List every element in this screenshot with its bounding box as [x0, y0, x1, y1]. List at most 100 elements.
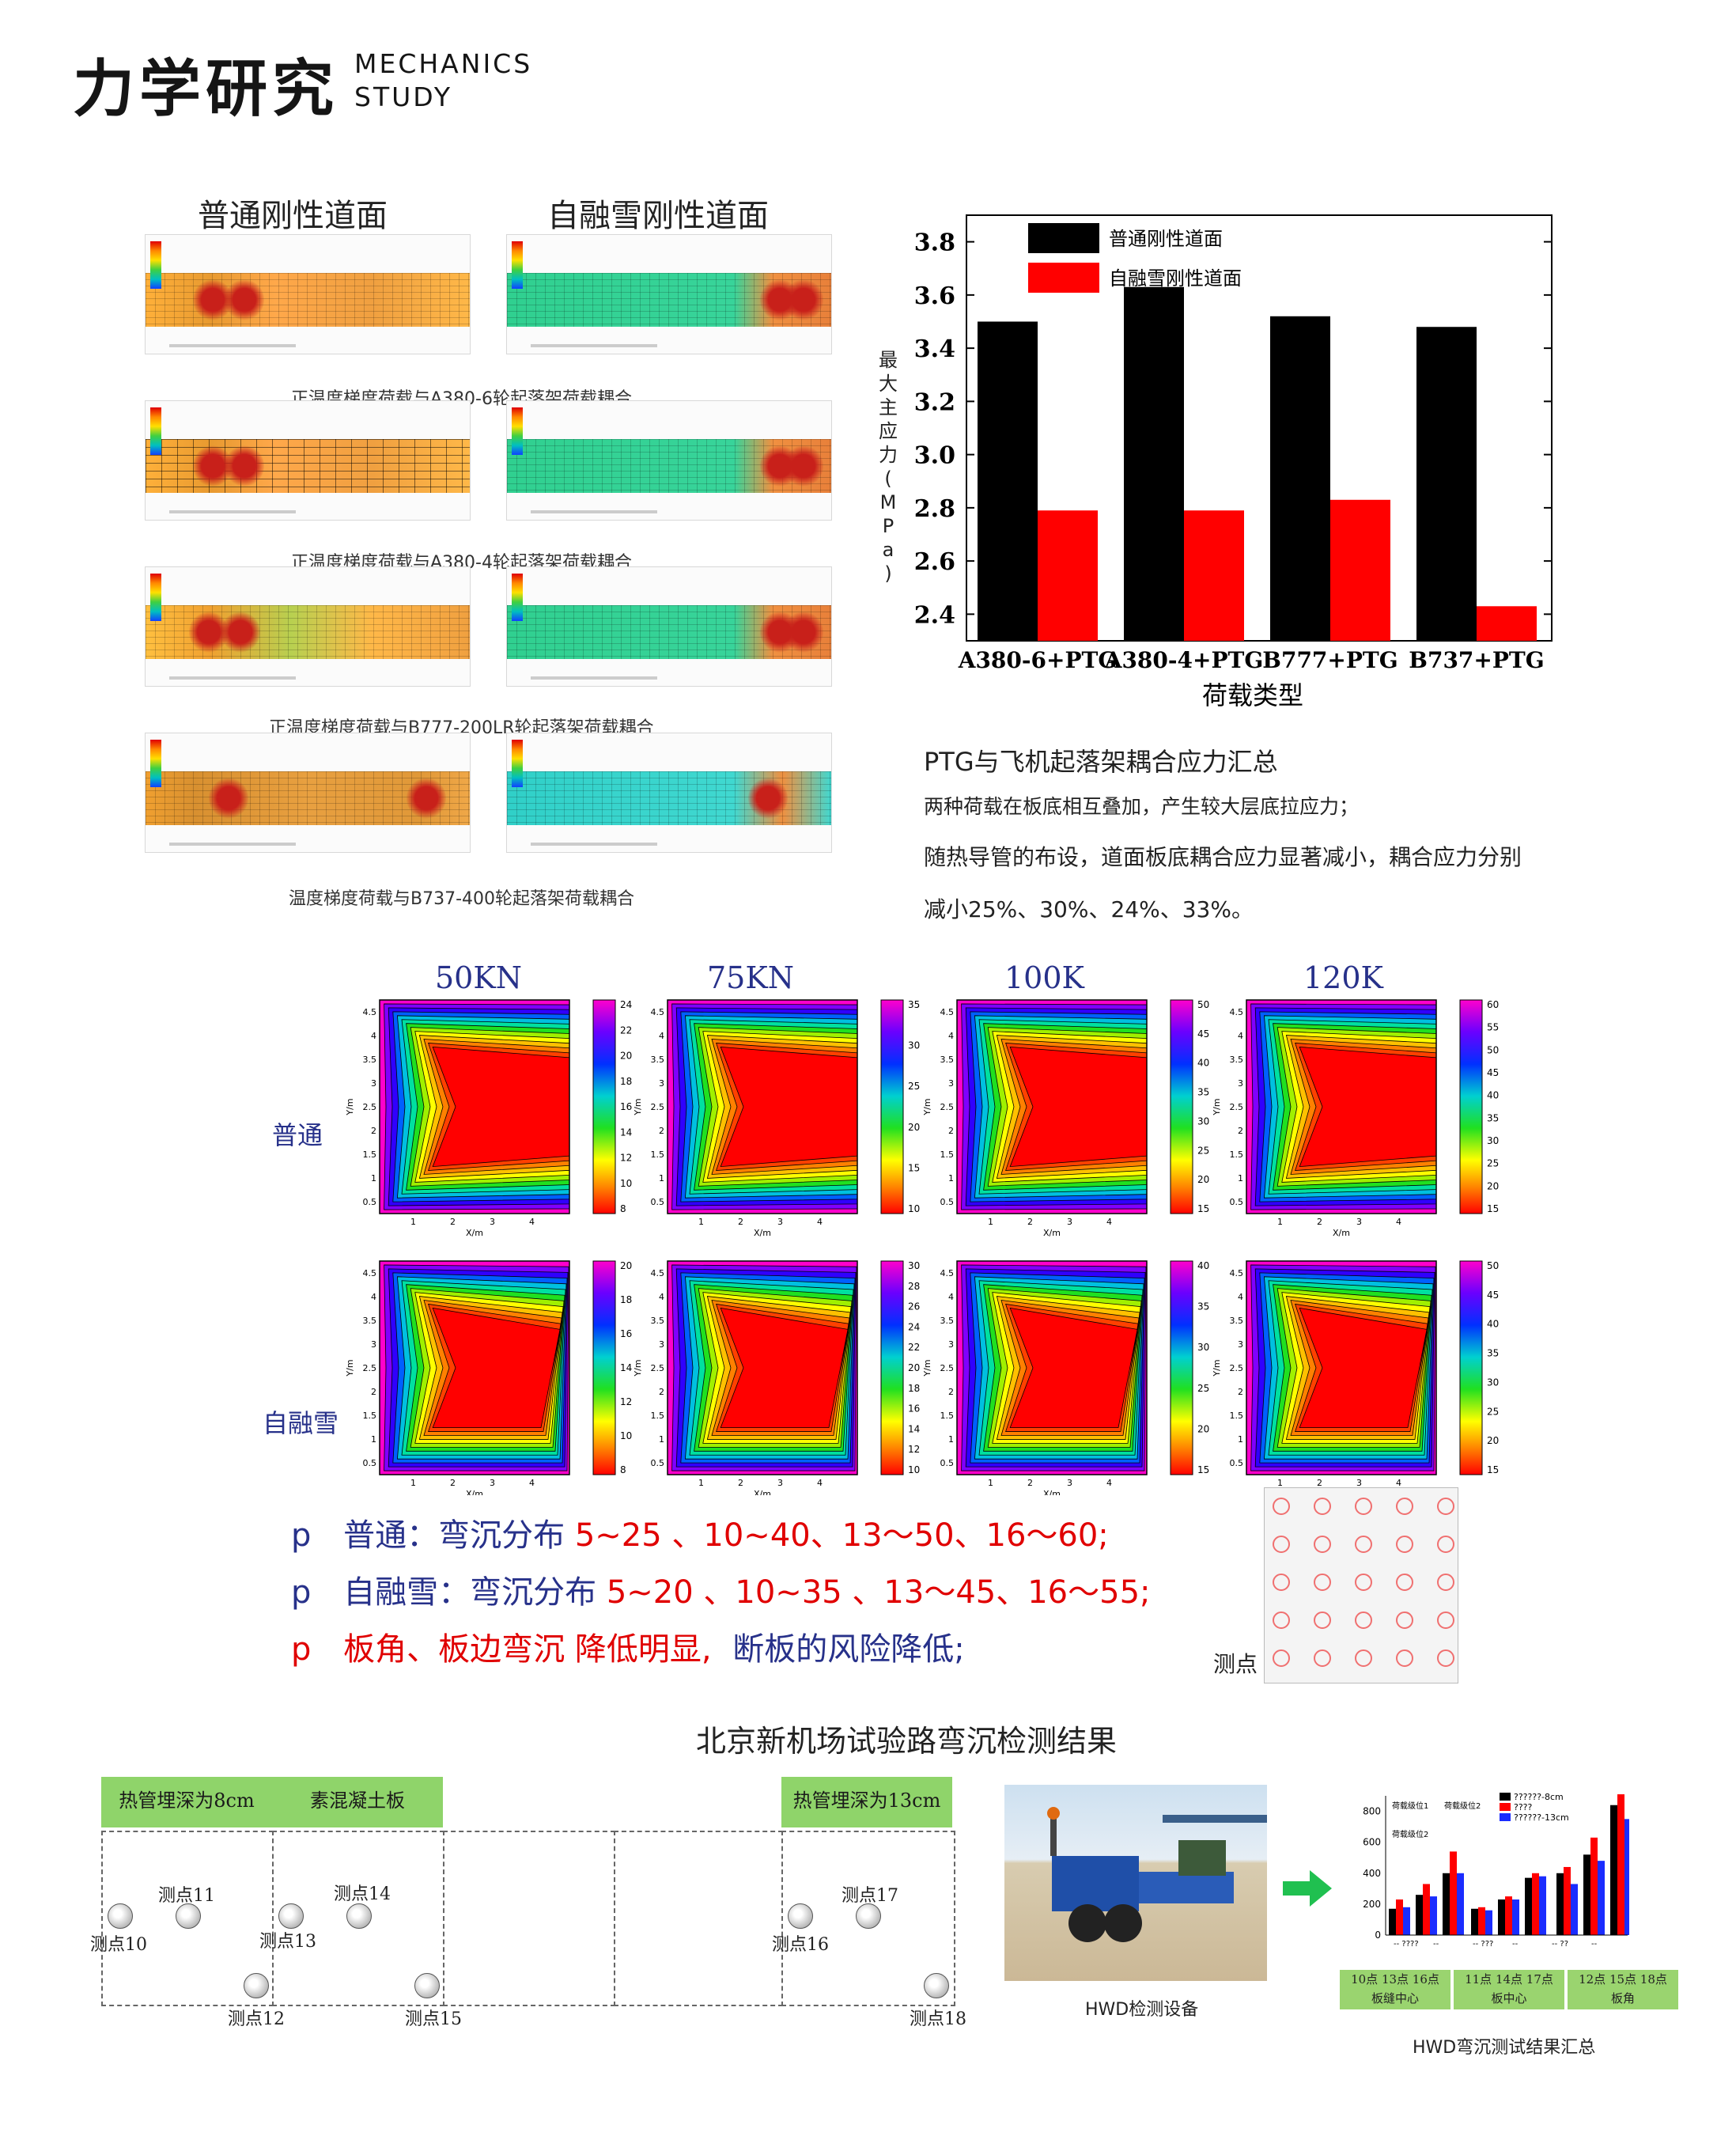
legend-label-normal: 普通刚性道面 — [1109, 228, 1223, 250]
colorbar-tick-label: 15 — [1487, 1203, 1499, 1214]
hwd-annotation-2: 荷载级位2 — [1392, 1829, 1428, 1839]
sim-col-right-title: 自融雪刚性道面 — [547, 198, 769, 234]
colorbar-tick-label: 25 — [1487, 1406, 1499, 1417]
bullet-2-label: 自融雪：弯沉分布 — [343, 1574, 597, 1611]
stress-ytick-label: 2.8 — [914, 495, 955, 523]
hwd-ytick-label: 200 — [1363, 1899, 1381, 1910]
colorbar-tick-label: 25 — [1487, 1158, 1499, 1169]
test-point-circle — [1355, 1612, 1372, 1629]
sim-caption-4: 温度梯度荷载与B737-400轮起落架荷载耦合 — [289, 889, 635, 909]
bullet-1-value: 5~25 、10~40、13～50、16～60; — [574, 1517, 1109, 1554]
bullet-marker-2: p — [291, 1574, 312, 1611]
hwd-group-name: 板角 — [1610, 1991, 1635, 2005]
contour-ytick-label: 3 — [659, 1078, 664, 1089]
sim-snow-b777 — [506, 566, 832, 687]
hwd-device-photo — [1004, 1785, 1267, 1981]
load-title-100: 100K — [1004, 960, 1084, 995]
contour-panel: 0.5 1 1.5 2 2.5 3 3.5 4 4.5 1 2 3 4 X/m Y/m 35 30 25 20 15 1… — [633, 999, 920, 1238]
contour-colorbar — [592, 1260, 616, 1475]
contour-ytick-label: 2.5 — [651, 1102, 665, 1112]
contour-xtick-label: 4 — [1396, 1478, 1401, 1488]
hwd-result-chart: 0 200 400 600 800 -- ???? -- -- ??? -- -- ?? -- ?… — [1363, 1792, 1629, 1949]
stress-ylabel-char: M — [879, 491, 897, 513]
contour-ytick-label: 4.5 — [940, 1007, 955, 1017]
stress-ylabel-char: 应 — [879, 420, 898, 442]
hwd-ytick-label: 0 — [1375, 1930, 1381, 1941]
hwd-bar — [1450, 1851, 1457, 1935]
sim-normal-a380-4 — [145, 400, 471, 521]
colorbar-tick-label: 15 — [1487, 1464, 1499, 1475]
contour-panel: 0.511.522.533.544.51 2 3 4X/mY/m20181614121… — [345, 1260, 632, 1495]
stress-bar — [1477, 606, 1537, 641]
arrow-right-icon — [1283, 1870, 1332, 1907]
contour-ytick-label: 2.5 — [651, 1363, 665, 1373]
colorbar-tick-label: 16 — [908, 1403, 920, 1415]
contour-ylabel: Y/m — [922, 1098, 932, 1115]
contour-xtick-label: 1 — [698, 1217, 704, 1227]
contour-ytick-label: 3.5 — [940, 1316, 955, 1326]
contour-xtick-label: 2 — [1027, 1478, 1033, 1488]
sim-col-left-title: 普通刚性道面 — [198, 198, 388, 234]
hwd-bar — [1571, 1884, 1578, 1935]
hwd-bar — [1423, 1884, 1430, 1935]
contour-frame — [667, 999, 858, 1214]
stress-ylabel-char: a — [882, 539, 894, 561]
test-point-circle — [1314, 1498, 1331, 1515]
hwd-bar — [1617, 1794, 1624, 1935]
hwd-bar — [1416, 1895, 1423, 1935]
test-point-circle — [1396, 1649, 1413, 1667]
contour-band — [720, 1307, 849, 1429]
colorbar-tick-label: 30 — [1197, 1115, 1209, 1127]
hwd-bar — [1505, 1896, 1512, 1935]
contour-ytick-label: 4 — [1238, 1031, 1243, 1041]
contour-ytick-label: 3 — [1238, 1078, 1243, 1089]
contour-ytick-label: 0.5 — [940, 1197, 955, 1207]
legend-label-snow: 自融雪刚性道面 — [1109, 267, 1242, 290]
colorbar-tick-label: 8 — [620, 1203, 626, 1214]
contour-xtick-label: 3 — [1356, 1478, 1362, 1488]
stress-bar — [978, 321, 1038, 641]
sim-snow-a380-6 — [506, 234, 832, 354]
contour-colorbar — [880, 999, 904, 1214]
colorbar-tick-label: 25 — [1197, 1383, 1209, 1394]
contour-xlabel: X/m — [466, 1228, 483, 1238]
colorbar-tick-label: 45 — [1487, 1067, 1499, 1078]
stress-bar — [1038, 510, 1098, 641]
contour-xtick-label: 2 — [738, 1478, 743, 1488]
stress-ylabel-char: 主 — [879, 396, 898, 419]
contour-panel: 0.5 1 1.5 2 2.5 3 3.5 4 4.5 1 2 3 4 X/m Y/m 50 45 40 35 30 2… — [922, 999, 1209, 1238]
contour-ytick-label: 3.5 — [363, 1316, 377, 1326]
hwd-bar — [1403, 1907, 1410, 1935]
colorbar-tick-label: 20 — [620, 1260, 632, 1271]
colorbar-tick-label: 35 — [908, 999, 920, 1010]
sim-normal-b777 — [145, 566, 471, 687]
point-label-13: 测点13 — [259, 1932, 316, 1952]
colorbar-tick-label: 30 — [908, 1260, 920, 1271]
contour-xtick-label: 1 — [1277, 1217, 1283, 1227]
load-title-120: 120K — [1303, 960, 1383, 995]
colorbar-tick-label: 12 — [908, 1444, 920, 1455]
contour-frame — [379, 999, 570, 1214]
colorbar-tick-label: 15 — [1197, 1464, 1209, 1475]
point-label-18: 测点18 — [910, 2009, 966, 2029]
contour-xtick-label: 3 — [490, 1478, 495, 1488]
contour-xtick-label: 3 — [1067, 1478, 1072, 1488]
contour-ylabel: Y/m — [1212, 1098, 1222, 1115]
contour-xlabel: X/m — [754, 1489, 771, 1495]
test-point-circle — [1314, 1536, 1331, 1553]
colorbar-tick-label: 40 — [1487, 1319, 1499, 1330]
colorbar-tick-label: 18 — [620, 1294, 632, 1305]
hwd-device-caption: HWD检测设备 — [1085, 2000, 1199, 2020]
contour-ytick-label: 1 — [948, 1173, 954, 1184]
test-point-label: 测点 — [1213, 1651, 1258, 1677]
contour-ytick-label: 0.5 — [651, 1197, 665, 1207]
contour-ytick-label: 4.5 — [363, 1007, 377, 1017]
colorbar-tick-label: 18 — [908, 1383, 920, 1394]
contour-xtick-label: 1 — [1277, 1478, 1283, 1488]
summary-line-1: 两种荷载在板底相互叠加，产生较大层底拉应力； — [924, 795, 1360, 818]
colorbar-tick-label: 20 — [1487, 1180, 1499, 1191]
contour-ylabel: Y/m — [633, 1098, 643, 1115]
contour-ytick-label: 0.5 — [1230, 1458, 1244, 1468]
contour-ytick-label: 4 — [659, 1031, 664, 1041]
